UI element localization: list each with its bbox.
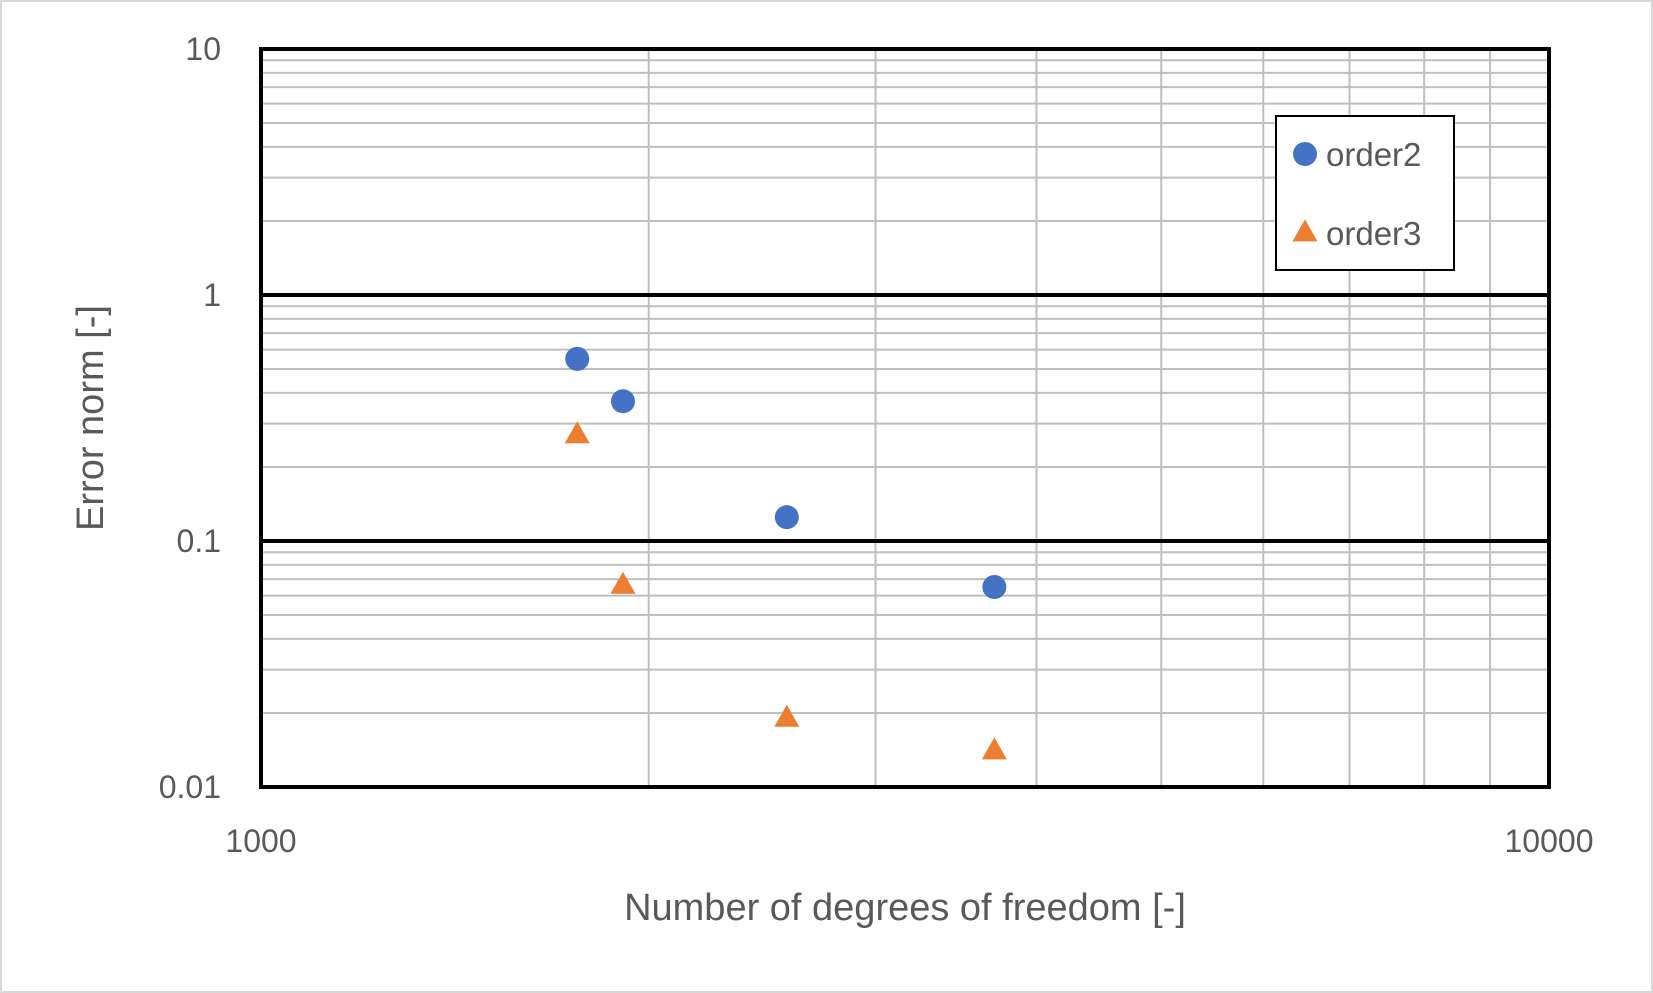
data-point-order3 bbox=[564, 421, 590, 444]
y-tick-label: 1 bbox=[203, 277, 221, 313]
plot-frame bbox=[259, 47, 1551, 789]
legend: order2 order3 bbox=[1275, 115, 1455, 271]
data-point-order2 bbox=[774, 505, 799, 530]
y-tick-labels: 0.01 0.1 1 10 bbox=[159, 31, 221, 805]
data-point-order3 bbox=[981, 737, 1007, 760]
y-tick-label: 0.01 bbox=[159, 769, 221, 805]
data-point-order3 bbox=[610, 571, 636, 594]
x-tick-labels: 1000 10000 bbox=[225, 823, 1593, 859]
y-axis-title: Error norm [-] bbox=[70, 305, 112, 531]
data-point-order2 bbox=[982, 575, 1007, 600]
data-point-order2 bbox=[565, 346, 590, 371]
series-order3 bbox=[564, 421, 1007, 760]
y-tick-label: 0.1 bbox=[177, 523, 221, 559]
legend-label-order2: order2 bbox=[1326, 136, 1421, 173]
legend-box bbox=[1275, 115, 1455, 271]
series-layer bbox=[564, 346, 1007, 760]
legend-marker-order2 bbox=[1293, 142, 1317, 166]
x-tick-label: 1000 bbox=[225, 823, 296, 859]
legend-label-order3: order3 bbox=[1326, 215, 1421, 252]
y-tick-label: 10 bbox=[185, 31, 221, 67]
legend-marker-order3 bbox=[1292, 219, 1318, 242]
legend-items: order2 order3 bbox=[1292, 136, 1421, 252]
data-point-order2 bbox=[610, 389, 635, 414]
x-tick-label: 10000 bbox=[1505, 823, 1594, 859]
series-order2 bbox=[565, 346, 1007, 600]
x-axis-title: Number of degrees of freedom [-] bbox=[624, 887, 1186, 929]
minor-grid bbox=[261, 49, 1549, 787]
data-point-order3 bbox=[774, 704, 800, 727]
